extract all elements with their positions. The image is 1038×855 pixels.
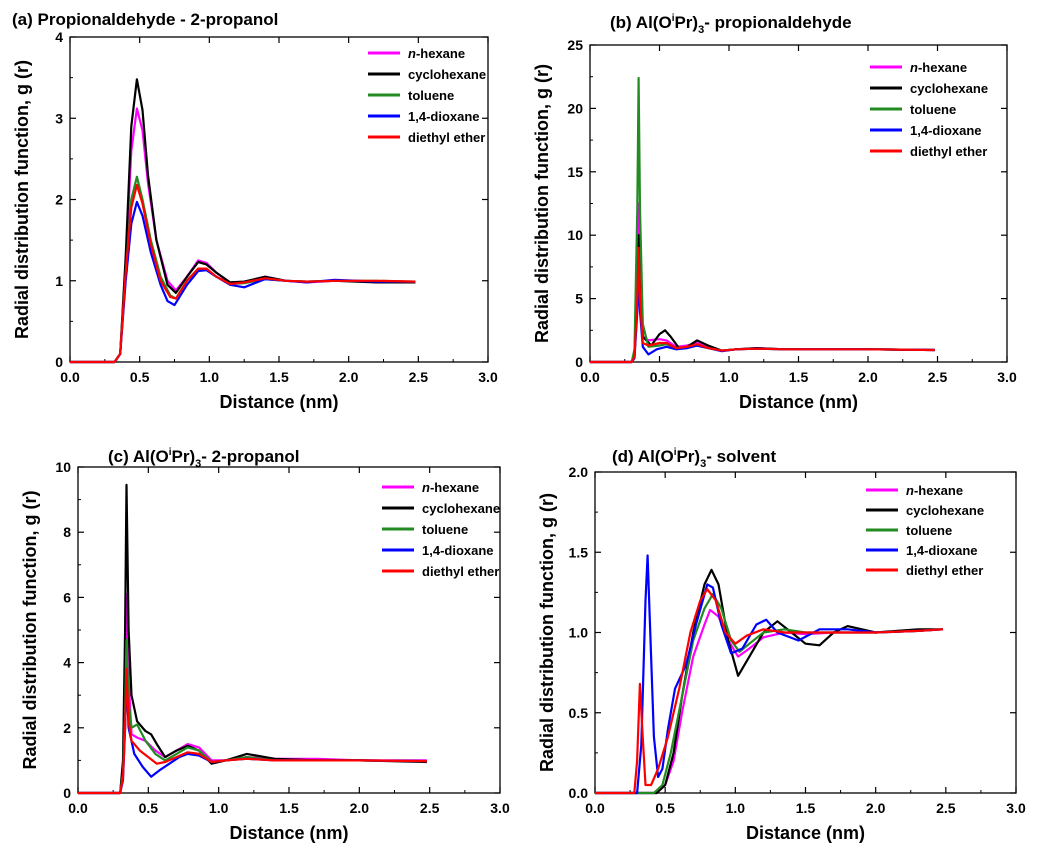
y-tick-label: 6	[63, 589, 71, 605]
y-tick-label: 3	[55, 110, 63, 126]
legend-entry: n-hexane	[906, 483, 963, 498]
panel-title: (d) Al(OiPr)3- solvent	[612, 447, 776, 470]
y-tick-label: 2	[63, 720, 71, 736]
x-tick-label: 2.5	[928, 369, 948, 385]
y-tick-label: 0	[575, 354, 583, 370]
x-tick-label: 0.5	[650, 369, 670, 385]
x-tick-label: 2.0	[339, 369, 359, 385]
legend-entry: cyclohexane	[906, 503, 984, 518]
y-tick-label: 0.5	[569, 705, 589, 721]
legend-entry: n-hexane	[422, 480, 479, 495]
y-tick-label: 4	[55, 29, 63, 45]
y-tick-label: 8	[63, 524, 71, 540]
x-tick-label: 1.5	[269, 369, 289, 385]
y-tick-label: 1.0	[569, 625, 589, 641]
x-axis-label: Distance (nm)	[219, 392, 338, 412]
x-tick-label: 0.0	[60, 369, 80, 385]
y-tick-label: 1.5	[569, 544, 589, 560]
legend-entry: n-hexane	[910, 60, 967, 75]
y-tick-label: 4	[63, 655, 71, 671]
x-tick-label: 0.5	[139, 800, 159, 816]
x-tick-label: 1.5	[796, 800, 816, 816]
x-tick-label: 3.0	[997, 369, 1017, 385]
panel-c: (c) Al(OiPr)3- 2-propanol 0.0 0.5 1.0 1.5 2.0…	[20, 447, 510, 843]
panel-title: (b) Al(OiPr)3- propionaldehyde	[610, 13, 852, 36]
x-tick-label: 2.5	[420, 800, 440, 816]
legend-entry: cyclohexane	[422, 501, 500, 516]
legend-entry: cyclohexane	[910, 81, 988, 96]
x-tick-label: 3.0	[490, 800, 510, 816]
x-tick-label: 2.5	[936, 800, 956, 816]
x-tick-label: 2.5	[409, 369, 429, 385]
x-tick-label: 2.0	[858, 369, 878, 385]
series-line-cyclohexane	[595, 568, 943, 795]
y-tick-label: 15	[567, 164, 583, 180]
x-tick-label: 0.0	[580, 369, 600, 385]
panel-title: (c) Al(OiPr)3- 2-propanol	[108, 447, 300, 470]
series-line-cyclohexane	[78, 483, 427, 795]
x-tick-label: 0.5	[130, 369, 150, 385]
y-tick-label: 2	[55, 192, 63, 208]
legend-entry: diethyl ether	[910, 144, 987, 159]
legend-entry: n-hexane	[408, 46, 465, 61]
series-line-1-4-dioxane	[595, 554, 944, 795]
legend-entry: toluene	[906, 523, 952, 538]
legend-entry: 1,4-dioxane	[910, 123, 982, 138]
x-tick-label: 0.0	[585, 800, 605, 816]
y-tick-label: 10	[567, 227, 583, 243]
y-axis-label: Radial distribution function, g (r)	[12, 60, 32, 339]
legend-entry: 1,4-dioxane	[408, 109, 480, 124]
series-line-diethyl-ether	[590, 246, 935, 364]
y-tick-label: 1	[55, 273, 63, 289]
y-tick-label: 20	[567, 100, 583, 116]
x-axis-label: Distance (nm)	[739, 392, 858, 412]
series-line-diethyl-ether	[595, 588, 944, 795]
x-tick-label: 2.0	[866, 800, 886, 816]
legend-entry: diethyl ether	[422, 564, 499, 579]
panel-d: (d) Al(OiPr)3- solvent 0.0 0.5 1.0 1.5 2.0 2.5…	[537, 447, 1026, 843]
y-tick-label: 25	[567, 37, 583, 53]
panel-title: (a) Propionaldehyde - 2-propanol	[12, 10, 278, 29]
x-tick-label: 1.0	[726, 800, 746, 816]
legend-entry: 1,4-dioxane	[422, 543, 494, 558]
series-line-diethyl-ether	[70, 183, 416, 364]
y-tick-label: 0	[63, 785, 71, 801]
y-tick-label: 10	[55, 459, 71, 475]
x-tick-label: 1.0	[200, 369, 220, 385]
x-tick-label: 0.0	[68, 800, 88, 816]
x-tick-label: 3.0	[1006, 800, 1026, 816]
x-tick-label: 1.0	[719, 369, 739, 385]
y-tick-label: 0	[55, 354, 63, 370]
x-tick-label: 2.0	[350, 800, 370, 816]
x-axis-label: Distance (nm)	[746, 823, 865, 843]
y-tick-label: 2.0	[569, 464, 589, 480]
legend-entry: cyclohexane	[408, 67, 486, 82]
legend-entry: toluene	[422, 522, 468, 537]
y-tick-label: 0.0	[569, 785, 589, 801]
y-axis-label: Radial distribution function, g (r)	[20, 491, 40, 770]
legend-entry: diethyl ether	[906, 563, 983, 578]
x-tick-label: 1.0	[209, 800, 229, 816]
x-tick-label: 1.5	[789, 369, 809, 385]
legend-entry: toluene	[910, 102, 956, 117]
y-axis-label: Radial distribution function, g (r)	[532, 64, 552, 343]
x-tick-label: 3.0	[478, 369, 498, 385]
y-axis-label: Radial distribution function, g (r)	[537, 493, 557, 772]
series-line-n-hexane	[595, 608, 944, 795]
y-tick-label: 5	[575, 291, 583, 307]
legend-entry: 1,4-dioxane	[906, 543, 978, 558]
x-tick-label: 0.5	[655, 800, 675, 816]
panel-a: (a) Propionaldehyde - 2-propanol 0.0 0.5 1.…	[12, 10, 498, 412]
series-line-diethyl-ether	[78, 668, 427, 795]
x-tick-label: 1.5	[279, 800, 299, 816]
panel-b: (b) Al(OiPr)3- propionaldehyde 0.0 0.5 1.0 1…	[532, 13, 1017, 412]
x-axis-label: Distance (nm)	[229, 823, 348, 843]
legend-entry: toluene	[408, 88, 454, 103]
legend-entry: diethyl ether	[408, 130, 485, 145]
